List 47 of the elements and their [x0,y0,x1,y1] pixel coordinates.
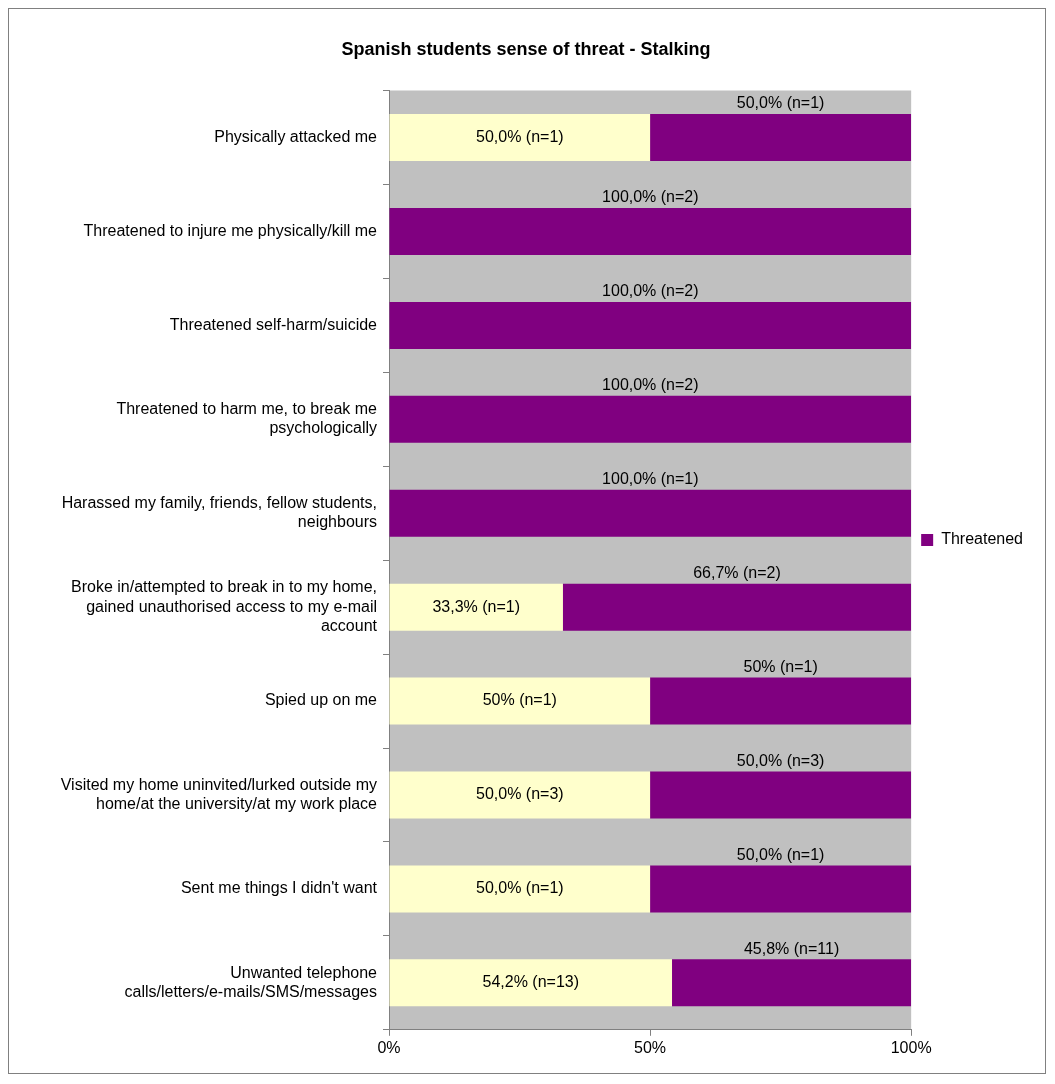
bar [389,301,912,349]
bar [389,208,912,255]
bar [562,583,912,631]
data-label: 50% (n=1) [743,658,818,676]
data-label: 100,0% (n=2) [602,188,699,206]
legend-label: Threatened [941,530,1024,548]
y-tick-label: Spied up on me [264,691,378,709]
bar [650,677,912,725]
y-tick-label: Threatened self-harm/suicide [169,315,378,333]
x-tick-label: 50% [634,1038,667,1056]
data-label: 50,0% (n=1) [475,127,564,145]
bar [650,114,912,162]
bar [389,959,673,1007]
bar [672,959,912,1007]
data-label: 50,0% (n=1) [736,845,825,863]
y-tick-label: Broke in/attempted to break in to my home, gained unauthorised access to my e-mail account [71,578,378,634]
chart-title: Spanish students sense of threat - Stalking [341,38,711,59]
data-label: 33,3% (n=1) [432,597,520,615]
bar [650,771,912,819]
data-label: 50,0% (n=3) [475,785,564,803]
x-tick-label: 0% [377,1038,401,1056]
bar [389,583,563,631]
y-tick-label: Unwanted telephone calls/letters/e-mails/SMS/messages [124,963,378,1000]
data-label: 50,0% (n=1) [475,879,564,897]
bar [389,489,912,537]
data-label: 66,7% (n=2) [693,564,781,582]
data-label: 50,0% (n=3) [736,751,825,769]
bar [389,395,912,443]
bar [650,865,912,913]
data-label: 45,8% (n=11) [743,939,840,957]
bar [389,114,651,162]
data-label: 54,2% (n=13) [482,973,580,991]
bar [389,677,651,725]
data-label: 50% (n=1) [482,691,557,709]
bar [389,771,651,819]
y-tick-label: Sent me things I didn't want [180,879,378,897]
data-label: 100,0% (n=2) [602,376,699,394]
y-tick-label: Harassed my family, friends, fellow students, neighbours [61,494,377,531]
y-tick-label: Threatened to harm me, to break me psychologically [116,400,378,437]
x-tick-label: 100% [890,1038,932,1056]
y-tick-label: Visited my home uninvited/lurked outside my home/at the university/at my work place [60,775,378,813]
bar [389,865,651,913]
y-tick-label: Physically attacked me [214,127,378,145]
data-label: 50,0% (n=1) [736,94,825,112]
data-label: 100,0% (n=1) [602,470,699,488]
data-label: 100,0% (n=2) [602,282,699,300]
y-tick-label: Threatened to injure me physically/kill me [83,221,378,239]
